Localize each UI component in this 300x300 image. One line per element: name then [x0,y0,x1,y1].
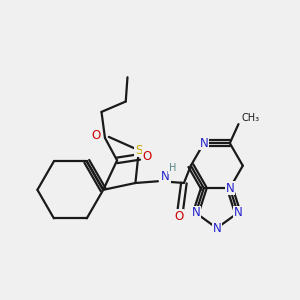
Text: N: N [233,206,242,219]
Text: O: O [92,129,101,142]
Text: N: N [161,169,170,183]
Text: N: N [225,182,234,195]
Text: N: N [212,222,221,235]
Text: H: H [169,163,176,173]
Text: N: N [200,137,208,150]
Text: N: N [191,206,200,219]
Text: CH₃: CH₃ [242,113,260,123]
Text: O: O [174,210,183,223]
Text: O: O [142,150,152,164]
Text: S: S [135,144,142,157]
